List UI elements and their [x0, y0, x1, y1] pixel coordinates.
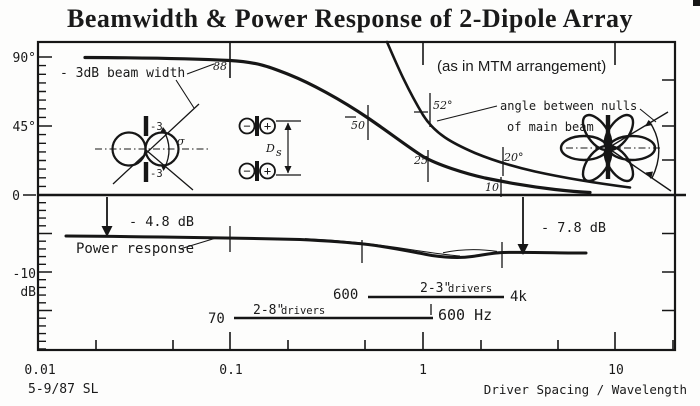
- value-10deg: 10: [485, 181, 499, 194]
- small-driver-name: drivers: [448, 283, 492, 295]
- dipole2-plus: +: [264, 164, 271, 178]
- value-20deg: 20°: [503, 151, 524, 164]
- dipole2-minus: −: [243, 164, 250, 178]
- nulls-angle-curve: [385, 40, 632, 189]
- left-axis-ticks-db: [38, 202, 52, 350]
- x-tick-0.1: 0.1: [219, 363, 242, 378]
- nulls-label-pointers: [436, 105, 657, 123]
- null-rays: [607, 111, 672, 192]
- drop-arrow-right: - 7.8 dB: [517, 197, 606, 255]
- left-axis-ticks-degrees: [38, 56, 52, 196]
- large-driver-size: 2-8": [253, 303, 284, 318]
- null-direction-lines: [112, 103, 200, 191]
- large-driver-low: 70: [208, 311, 225, 327]
- null-angle-arc: [648, 120, 660, 179]
- y-label-0: 0: [12, 189, 20, 204]
- minus3-top-label: -3: [150, 121, 163, 133]
- large-driver-name: drivers: [281, 305, 325, 317]
- y-label-minus10: -10: [13, 267, 36, 282]
- page-title: Beamwidth & Power Response of 2-Dipole A…: [67, 4, 633, 33]
- sigma-angle-arc: [162, 129, 170, 169]
- power-response-label: Power response: [76, 241, 194, 257]
- dipole1-minus: −: [243, 119, 250, 133]
- dipole-spacing-diagram: − + − + D s: [238, 116, 301, 181]
- mtm-note: (as in MTM arrangement): [437, 58, 606, 75]
- measurement-dashes: [229, 93, 504, 315]
- y-label-90deg: 90°: [13, 51, 36, 66]
- signature-date: 5-9/87 SL: [28, 382, 99, 397]
- drop-left-value: - 4.8 dB: [129, 214, 194, 230]
- value-88deg: 88: [213, 60, 227, 73]
- y-label-db: dB: [20, 285, 36, 300]
- bottom-axis-ticks: [95, 332, 674, 350]
- drop-arrow-left: - 4.8 dB: [101, 197, 194, 237]
- right-axis-ticks: [662, 79, 675, 312]
- scan-corner-mark: [693, 0, 700, 6]
- nulls-label-line1: angle between nulls: [500, 99, 637, 113]
- x-tick-1: 1: [419, 363, 427, 378]
- value-25deg: 25: [413, 154, 428, 167]
- value-50deg: 50: [351, 119, 365, 132]
- driver-range-bars: 600 2-3" drivers 4k 70 2-8" drivers 600 …: [208, 281, 527, 327]
- x-tick-10: 10: [608, 363, 624, 378]
- beamwidth-label-pointers: [175, 63, 215, 109]
- spacing-dimension-lines: [276, 120, 301, 176]
- spacing-ds-label: D: [265, 142, 275, 155]
- power-response-thin-trace: [304, 238, 498, 257]
- small-driver-high: 4k: [510, 289, 527, 305]
- power-label-pointer: [179, 237, 217, 250]
- value-52deg: 52°: [433, 99, 453, 112]
- figure8-pattern-diagram: -3 -3 σ: [95, 103, 208, 191]
- minus3-bottom-label: -3: [150, 168, 163, 180]
- sigma-label: σ: [177, 135, 185, 148]
- power-response-curve: [64, 234, 588, 259]
- curves: [64, 40, 632, 259]
- y-label-45deg: 45°: [13, 120, 36, 135]
- drop-right-value: - 7.8 dB: [541, 220, 606, 236]
- beamwidth-curve: [83, 55, 592, 195]
- x-tick-0.01: 0.01: [24, 363, 55, 378]
- dipole1-plus: +: [264, 119, 271, 133]
- multilobe-pattern-diagram: [559, 111, 672, 192]
- small-driver-low: 600: [333, 287, 358, 303]
- plot-frame: [23, 40, 686, 352]
- large-driver-high: 600 Hz: [438, 306, 492, 324]
- nulls-label-line2: of main beam: [507, 120, 594, 134]
- beamwidth-label: - 3dB beam width: [60, 66, 185, 81]
- x-axis-title: Driver Spacing / Wavelength: [484, 382, 687, 397]
- spacing-ds-subscript: s: [276, 146, 282, 159]
- small-driver-size: 2-3": [420, 281, 451, 296]
